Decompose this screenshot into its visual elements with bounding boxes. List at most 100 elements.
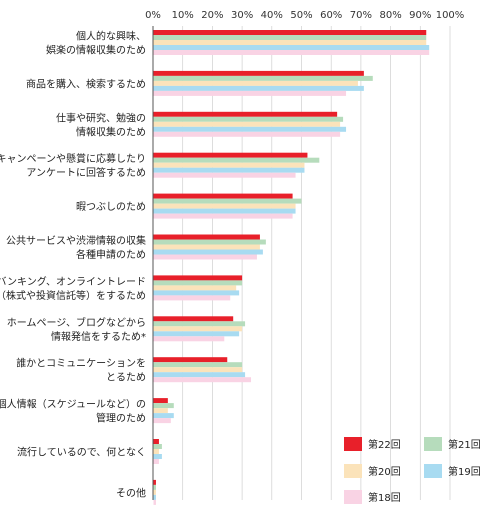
bar bbox=[153, 40, 427, 45]
x-tick-label: 70% bbox=[350, 10, 372, 21]
category-label: 情報発信をするため* bbox=[51, 330, 146, 343]
bar bbox=[153, 162, 305, 168]
bar bbox=[153, 418, 171, 424]
bar bbox=[153, 367, 243, 373]
category-label: （株式や投資信託等）をするため bbox=[0, 289, 146, 302]
bar bbox=[153, 208, 296, 214]
bar bbox=[153, 80, 358, 86]
bar bbox=[153, 85, 364, 91]
bar bbox=[153, 408, 168, 414]
bar bbox=[153, 413, 174, 419]
legend-swatch bbox=[344, 437, 362, 451]
bar bbox=[153, 30, 427, 35]
bar bbox=[153, 126, 347, 132]
category-label: 各種申請のため bbox=[76, 248, 146, 261]
bar bbox=[153, 275, 243, 281]
x-tick-label: 100% bbox=[436, 10, 465, 21]
bar bbox=[153, 489, 156, 495]
bar bbox=[153, 362, 243, 368]
bar bbox=[153, 121, 341, 127]
legend-label: 第20回 bbox=[368, 465, 401, 478]
bar bbox=[153, 290, 240, 296]
bar bbox=[153, 459, 159, 464]
bar bbox=[153, 198, 302, 204]
bar bbox=[153, 285, 237, 291]
x-tick-label: 20% bbox=[201, 10, 223, 21]
bar bbox=[153, 254, 257, 260]
bar bbox=[153, 45, 430, 50]
bar bbox=[153, 439, 159, 444]
bar bbox=[153, 295, 231, 301]
bar bbox=[153, 398, 168, 404]
bar bbox=[153, 249, 263, 255]
bar bbox=[153, 213, 293, 219]
bar bbox=[153, 244, 260, 250]
bar bbox=[153, 494, 156, 500]
x-tick-label: 50% bbox=[290, 10, 312, 21]
bar bbox=[153, 484, 156, 490]
bar bbox=[153, 131, 341, 137]
bar bbox=[153, 193, 293, 199]
category-label: キャンペーンや懸賞に応募したり bbox=[0, 152, 146, 165]
category-label: ネットバンキング、オンライントレード bbox=[0, 275, 146, 288]
category-label: 暇つぶしのため bbox=[76, 201, 146, 213]
category-label: ホームページ、ブログなどから bbox=[7, 316, 146, 329]
x-tick-label: 30% bbox=[231, 10, 253, 21]
legend-swatch bbox=[344, 490, 362, 504]
category-label: アンケートに回答するため bbox=[26, 166, 146, 179]
bar bbox=[153, 111, 338, 117]
bar bbox=[153, 152, 308, 158]
category-label: 商品を購入、検索するため bbox=[26, 77, 146, 90]
category-label: 誰かとコミュニケーションを bbox=[16, 357, 146, 370]
bar bbox=[153, 316, 234, 322]
category-label: とるため bbox=[106, 372, 146, 384]
category-label: その他 bbox=[116, 486, 146, 499]
bar bbox=[153, 403, 174, 409]
x-tick-label: 0% bbox=[145, 10, 161, 21]
bar bbox=[153, 167, 305, 173]
bar bbox=[153, 326, 243, 332]
bar bbox=[153, 90, 347, 96]
legend-swatch bbox=[344, 464, 362, 478]
bar bbox=[153, 172, 296, 178]
bar bbox=[153, 75, 373, 81]
bar bbox=[153, 203, 296, 209]
bar bbox=[153, 50, 430, 55]
category-label: 個人的な興味、 bbox=[76, 30, 146, 43]
legend-label: 第19回 bbox=[448, 465, 481, 478]
bar bbox=[153, 331, 240, 337]
category-label: 個人情報（スケジュールなど）の bbox=[0, 398, 146, 411]
legend-label: 第18回 bbox=[368, 491, 401, 504]
bar bbox=[153, 377, 252, 383]
category-label: 流行しているので、何となく bbox=[17, 446, 146, 459]
bar bbox=[153, 70, 364, 76]
bar bbox=[153, 372, 246, 378]
category-label: 公共サービスや渋滞情報の収集 bbox=[6, 234, 146, 247]
bar bbox=[153, 357, 228, 363]
bar bbox=[153, 116, 344, 122]
legend-label: 第21回 bbox=[448, 438, 481, 451]
category-label: 仕事や研究、勉強の bbox=[56, 111, 146, 124]
bar bbox=[153, 449, 159, 454]
bar bbox=[153, 234, 260, 240]
x-tick-label: 90% bbox=[409, 10, 431, 21]
x-tick-label: 40% bbox=[261, 10, 283, 21]
bar bbox=[153, 157, 320, 163]
bar bbox=[153, 499, 156, 505]
category-label: 情報収集のため bbox=[76, 125, 146, 138]
legend-label: 第22回 bbox=[368, 438, 401, 451]
category-label: 管理のため bbox=[96, 412, 146, 425]
bar bbox=[153, 479, 156, 485]
legend-swatch bbox=[424, 437, 442, 451]
bar bbox=[153, 336, 225, 342]
legend-swatch bbox=[424, 464, 442, 478]
x-tick-label: 10% bbox=[172, 10, 194, 21]
x-tick-label: 60% bbox=[320, 10, 342, 21]
bar bbox=[153, 444, 162, 449]
bar bbox=[153, 280, 243, 286]
bar bbox=[153, 35, 427, 40]
bar bbox=[153, 239, 266, 245]
bar bbox=[153, 454, 162, 459]
category-label: 娯楽の情報収集のため bbox=[46, 44, 146, 57]
